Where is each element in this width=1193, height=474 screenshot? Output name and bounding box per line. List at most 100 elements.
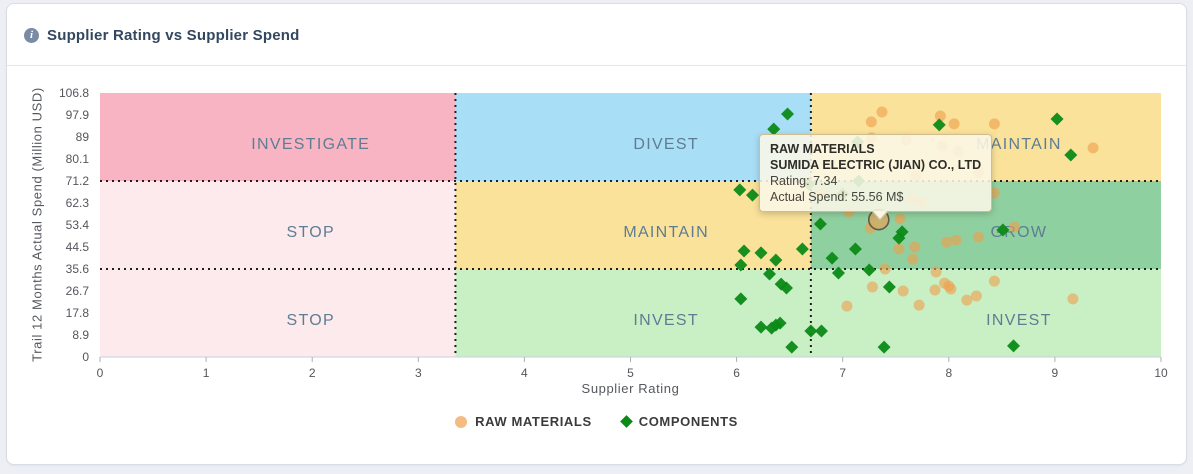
zone-invest bbox=[455, 269, 811, 357]
tooltip-spend: Actual Spend: 55.56 M$ bbox=[770, 190, 904, 204]
point-raw-materials[interactable] bbox=[973, 231, 985, 243]
point-raw-materials[interactable] bbox=[945, 283, 957, 295]
point-components[interactable] bbox=[781, 107, 795, 121]
point-components[interactable] bbox=[1050, 112, 1064, 126]
legend-label: RAW MATERIALS bbox=[475, 414, 592, 429]
y-tick-label: 44.5 bbox=[66, 240, 90, 254]
point-components[interactable] bbox=[825, 251, 839, 265]
y-tick-label: 89 bbox=[76, 130, 90, 144]
point-raw-materials[interactable] bbox=[1067, 293, 1079, 305]
x-tick-label: 0 bbox=[97, 366, 104, 380]
point-raw-materials[interactable] bbox=[941, 236, 953, 248]
x-tick-label: 3 bbox=[415, 366, 422, 380]
zone-label: INVEST bbox=[633, 312, 699, 329]
point-components[interactable] bbox=[848, 242, 862, 256]
tooltip-supplier: SUMIDA ELECTRIC (JIAN) CO., LTD bbox=[770, 158, 982, 172]
x-tick-label: 8 bbox=[945, 366, 952, 380]
point-components[interactable] bbox=[831, 266, 845, 280]
point-components[interactable] bbox=[769, 253, 783, 267]
point-components[interactable] bbox=[996, 223, 1010, 237]
zone-label: MAINTAIN bbox=[976, 136, 1062, 153]
point-components[interactable] bbox=[773, 316, 787, 330]
tooltip-rating: Rating: 7.34 bbox=[770, 174, 838, 188]
point-components[interactable] bbox=[746, 188, 760, 202]
point-components[interactable] bbox=[754, 320, 768, 334]
point-raw-materials[interactable] bbox=[893, 243, 905, 255]
point-components[interactable] bbox=[795, 242, 809, 256]
point-components[interactable] bbox=[734, 258, 748, 272]
point-components[interactable] bbox=[892, 231, 906, 245]
legend-item-raw-materials[interactable]: RAW MATERIALS bbox=[455, 414, 592, 429]
tooltip-category: RAW MATERIALS bbox=[770, 142, 875, 156]
point-raw-materials[interactable] bbox=[866, 281, 878, 293]
x-tick-label: 6 bbox=[733, 366, 740, 380]
point-components[interactable] bbox=[813, 217, 827, 231]
point-components[interactable] bbox=[1064, 148, 1078, 162]
point-raw-materials[interactable] bbox=[988, 118, 1000, 130]
zone-investigate bbox=[100, 93, 456, 181]
point-components[interactable] bbox=[785, 340, 799, 354]
x-tick-label: 4 bbox=[521, 366, 528, 380]
point-components[interactable] bbox=[737, 244, 751, 258]
zone-stop bbox=[100, 269, 456, 357]
point-components[interactable] bbox=[762, 267, 776, 281]
point-raw-materials[interactable] bbox=[841, 300, 853, 312]
components-diamond-icon bbox=[619, 415, 633, 428]
point-raw-materials[interactable] bbox=[1087, 142, 1099, 154]
supplier-chart-card: i Supplier Rating vs Supplier Spend Trai… bbox=[6, 3, 1187, 465]
y-tick-label: 0 bbox=[82, 350, 89, 364]
point-components[interactable] bbox=[814, 324, 828, 338]
x-tick-label: 9 bbox=[1052, 366, 1059, 380]
zone-label: INVEST bbox=[986, 312, 1052, 329]
point-raw-materials[interactable] bbox=[948, 118, 960, 130]
point-components[interactable] bbox=[882, 280, 896, 294]
point-raw-materials[interactable] bbox=[865, 116, 877, 128]
x-tick-label: 1 bbox=[203, 366, 210, 380]
point-components[interactable] bbox=[734, 292, 748, 306]
point-raw-materials[interactable] bbox=[897, 285, 909, 297]
point-raw-materials[interactable] bbox=[930, 266, 942, 278]
point-raw-materials[interactable] bbox=[913, 299, 925, 311]
point-raw-materials[interactable] bbox=[879, 263, 891, 275]
point-raw-materials[interactable] bbox=[970, 290, 982, 302]
zone-label: INVESTIGATE bbox=[251, 136, 370, 153]
point-raw-materials[interactable] bbox=[907, 253, 919, 265]
x-tick-label: 10 bbox=[1154, 366, 1168, 380]
point-raw-materials[interactable] bbox=[876, 106, 888, 118]
point-components[interactable] bbox=[779, 281, 793, 295]
point-raw-materials[interactable] bbox=[961, 294, 973, 306]
point-components[interactable] bbox=[767, 122, 781, 136]
x-tick-label: 5 bbox=[627, 366, 634, 380]
y-tick-label: 80.1 bbox=[66, 152, 90, 166]
y-tick-label: 26.7 bbox=[66, 284, 90, 298]
y-tick-label: 106.8 bbox=[59, 86, 89, 100]
point-raw-materials[interactable] bbox=[909, 241, 921, 253]
legend-item-components[interactable]: COMPONENTS bbox=[619, 414, 738, 429]
point-components[interactable] bbox=[1007, 339, 1021, 353]
x-tick-label: 7 bbox=[839, 366, 846, 380]
point-raw-materials[interactable] bbox=[934, 110, 946, 122]
point-components[interactable] bbox=[804, 324, 818, 338]
point-components[interactable] bbox=[754, 246, 768, 260]
point-components[interactable] bbox=[733, 183, 747, 197]
y-tick-label: 35.6 bbox=[66, 262, 90, 276]
point-raw-materials[interactable] bbox=[1009, 221, 1021, 233]
point-raw-materials[interactable] bbox=[929, 284, 941, 296]
x-tick-label: 2 bbox=[309, 366, 316, 380]
y-tick-label: 62.3 bbox=[66, 196, 90, 210]
point-raw-materials[interactable] bbox=[950, 234, 962, 246]
zone-label: DIVEST bbox=[633, 136, 699, 153]
point-components[interactable] bbox=[877, 340, 891, 354]
y-tick-label: 71.2 bbox=[66, 174, 90, 188]
point-raw-materials[interactable] bbox=[988, 275, 1000, 287]
point-raw-materials[interactable] bbox=[894, 213, 906, 225]
chart-title: Supplier Rating vs Supplier Spend bbox=[47, 27, 300, 44]
info-icon[interactable]: i bbox=[24, 28, 39, 43]
point-components[interactable] bbox=[862, 263, 876, 277]
legend-label: COMPONENTS bbox=[638, 414, 738, 429]
chart-tooltip: RAW MATERIALS SUMIDA ELECTRIC (JIAN) CO.… bbox=[759, 134, 993, 221]
chart-legend: RAW MATERIALS COMPONENTS bbox=[7, 414, 1186, 429]
x-axis-title: Supplier Rating bbox=[581, 381, 680, 396]
point-components[interactable] bbox=[932, 118, 946, 132]
